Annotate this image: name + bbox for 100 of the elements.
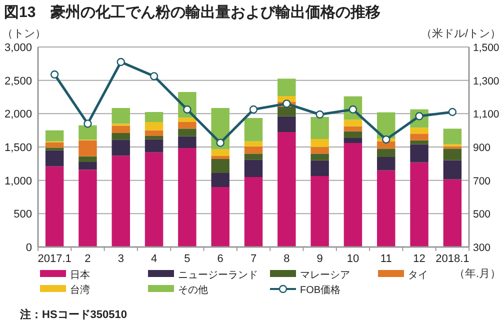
x-tick-label: 7: [250, 253, 257, 265]
bar: [45, 166, 64, 247]
bar: [410, 140, 428, 144]
point: [116, 58, 125, 66]
bar: [244, 154, 263, 160]
bar: [344, 120, 362, 126]
bar: [178, 118, 196, 122]
x-tick-label: 3: [118, 253, 124, 265]
bar: [144, 130, 164, 136]
bar: [78, 162, 97, 170]
y2-tick-label: 700: [473, 175, 491, 188]
bar: [112, 133, 130, 140]
bar: [45, 148, 64, 150]
legend-label: 台湾: [70, 284, 90, 296]
point: [382, 135, 390, 144]
bar: [443, 148, 462, 160]
legend-label: 日本: [70, 269, 90, 281]
x-tick-label: 12: [413, 253, 426, 265]
text: 注：HSコード350510: [19, 308, 127, 321]
y-tick-label: 500: [14, 208, 32, 221]
bar: [78, 156, 97, 162]
bar: [377, 148, 396, 157]
bar: [310, 154, 329, 160]
bar: [344, 126, 362, 132]
x-tick-label: 10: [346, 253, 360, 265]
bar: [344, 138, 362, 143]
bar: [310, 160, 329, 176]
bar: [244, 177, 263, 247]
bar: [211, 187, 230, 247]
point: [448, 108, 457, 116]
point: [150, 72, 158, 80]
bar: [410, 128, 428, 134]
bar: [278, 107, 296, 116]
bar: [310, 117, 329, 139]
bar: [144, 122, 164, 130]
bar: [443, 179, 462, 247]
bar: [178, 136, 196, 148]
bar: [443, 160, 462, 180]
y-tick-label: 0: [26, 242, 32, 254]
bar: [410, 162, 428, 247]
x-tick-label: 2: [84, 253, 91, 265]
bar: [278, 132, 296, 247]
bar: [278, 116, 296, 132]
bar: [344, 143, 362, 247]
y2-tick-label: 500: [473, 208, 491, 221]
legend-label: その他: [178, 284, 208, 296]
point: [50, 70, 59, 79]
x-tick-label: 2017.1: [38, 253, 72, 265]
point: [282, 100, 291, 108]
bar: [144, 139, 164, 152]
bar: [78, 140, 97, 156]
legend-label: タイ: [408, 270, 428, 281]
y-tick-label: 2,500: [4, 75, 32, 88]
bar: [178, 148, 196, 247]
y-tick-label: 2,000: [4, 108, 32, 121]
bar: [410, 134, 428, 140]
bar: [144, 112, 164, 122]
legend-label: FOB価格: [300, 284, 341, 296]
bar: [78, 170, 97, 247]
x-tick-label: 11: [380, 253, 392, 265]
chart-title: 図13 豪州の化工でん粉の輸出量および輸出価格の推移: [4, 4, 381, 21]
bar: [211, 149, 230, 156]
point: [316, 110, 324, 119]
y-tick-label: 1,000: [4, 175, 32, 188]
bar: [45, 142, 64, 148]
y2-axis-title: （米ドル/トン）: [420, 27, 501, 40]
x-tick-label: 6: [217, 253, 224, 265]
bar: [244, 146, 263, 154]
bar: [244, 160, 263, 177]
bar: [344, 131, 362, 138]
x-tick-label: 5: [184, 253, 190, 265]
y-tick-label: 1,500: [4, 142, 32, 154]
y2-tick-label: 1,500: [473, 42, 500, 54]
bar: [443, 128, 462, 144]
y-tick-label: 3,000: [4, 42, 32, 54]
bar: [211, 173, 230, 187]
point: [249, 105, 258, 114]
bar: [244, 118, 263, 142]
bar: [211, 156, 230, 159]
x-tick-label: 8: [284, 253, 290, 265]
bar: [377, 170, 396, 247]
bar: [78, 125, 97, 140]
x-tick-label: 4: [150, 253, 158, 265]
bar: [112, 156, 130, 247]
bar: [377, 157, 396, 170]
bar: [310, 176, 329, 247]
bar: [112, 140, 130, 156]
bar: [211, 159, 230, 173]
legend-label: ニュージーランド: [178, 270, 258, 281]
y2-tick-label: 300: [473, 242, 491, 254]
point: [84, 120, 92, 128]
x-tick-label: 2018.1: [436, 253, 470, 265]
y2-tick-label: 900: [473, 142, 491, 154]
bar: [278, 78, 296, 96]
bar: [112, 108, 130, 124]
x-tick-label: 9: [316, 253, 323, 265]
y-axis-title: （トン）: [2, 28, 46, 40]
bar: [112, 126, 130, 133]
bar: [144, 136, 164, 140]
bar: [310, 139, 329, 147]
